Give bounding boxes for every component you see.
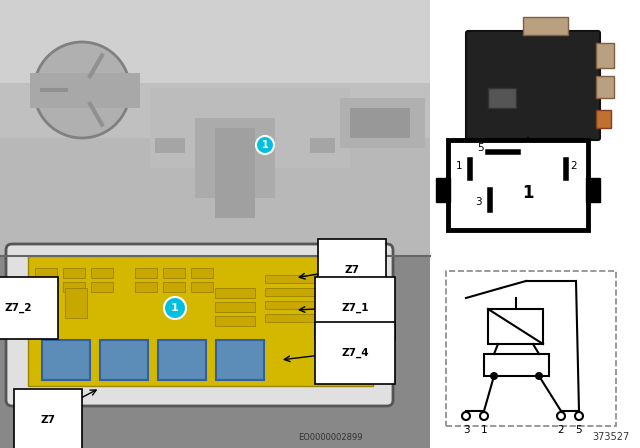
Bar [0, 0, 430, 88]
Bar [0, 83, 430, 138]
FancyBboxPatch shape [6, 244, 393, 406]
Bar [158, 340, 206, 380]
Text: Z7_1: Z7_1 [341, 303, 369, 313]
Text: Z7_2: Z7_2 [4, 303, 32, 313]
Text: 1: 1 [481, 425, 487, 435]
Bar [150, 88, 350, 168]
Bar [216, 340, 264, 380]
Text: 1: 1 [171, 303, 179, 313]
Bar [135, 268, 157, 278]
Bar [195, 118, 275, 198]
Text: Z7: Z7 [344, 265, 360, 275]
Bar [586, 178, 600, 202]
Bar [446, 271, 616, 426]
Text: 2: 2 [557, 425, 564, 435]
Circle shape [557, 412, 565, 420]
Bar [340, 98, 425, 148]
Bar [100, 340, 148, 380]
Bar [265, 288, 335, 296]
Circle shape [575, 412, 583, 420]
Bar [215, 302, 255, 312]
Bar [30, 73, 140, 108]
Bar [163, 282, 185, 292]
Bar [488, 309, 543, 344]
Circle shape [34, 42, 130, 138]
Bar [488, 88, 516, 108]
Bar [596, 110, 611, 128]
Bar [63, 282, 85, 292]
Bar [163, 268, 185, 278]
Bar [0, 256, 430, 448]
Text: 5: 5 [477, 143, 484, 153]
Bar [65, 288, 87, 318]
Bar [35, 282, 57, 292]
Bar [310, 138, 335, 153]
Bar [596, 43, 614, 68]
Bar [191, 268, 213, 278]
Bar [191, 282, 213, 292]
Bar [448, 140, 588, 230]
Text: 373527: 373527 [593, 432, 630, 442]
Bar [35, 288, 57, 318]
Bar [135, 282, 157, 292]
Text: Z7: Z7 [40, 415, 56, 425]
Bar [350, 108, 410, 138]
Text: 5: 5 [576, 425, 582, 435]
Bar [215, 288, 255, 298]
Bar [28, 256, 373, 386]
Text: 3: 3 [463, 425, 469, 435]
Bar [436, 178, 450, 202]
Circle shape [535, 372, 543, 380]
Bar [42, 340, 90, 380]
Bar [63, 268, 85, 278]
Text: EO0000002899: EO0000002899 [298, 433, 362, 442]
Bar [91, 268, 113, 278]
Bar [0, 0, 430, 256]
Bar [91, 282, 113, 292]
Text: Z7_4: Z7_4 [341, 348, 369, 358]
Circle shape [256, 136, 274, 154]
Bar [265, 314, 335, 322]
Text: 1: 1 [522, 184, 534, 202]
Circle shape [480, 412, 488, 420]
Text: 3: 3 [476, 197, 482, 207]
Text: 1: 1 [456, 161, 462, 171]
Bar [0, 256, 430, 448]
Text: 1: 1 [262, 140, 268, 150]
Bar [484, 354, 549, 376]
Bar [155, 138, 185, 153]
Text: 2: 2 [570, 161, 577, 171]
Bar [215, 316, 255, 326]
Bar [596, 76, 614, 98]
Bar [215, 128, 255, 218]
Circle shape [490, 372, 498, 380]
Bar [430, 0, 640, 448]
Circle shape [66, 74, 98, 106]
Bar [265, 275, 335, 283]
Bar [265, 301, 335, 309]
Bar [523, 17, 568, 35]
Circle shape [462, 412, 470, 420]
FancyBboxPatch shape [466, 31, 600, 140]
Bar [35, 268, 57, 278]
Circle shape [164, 297, 186, 319]
